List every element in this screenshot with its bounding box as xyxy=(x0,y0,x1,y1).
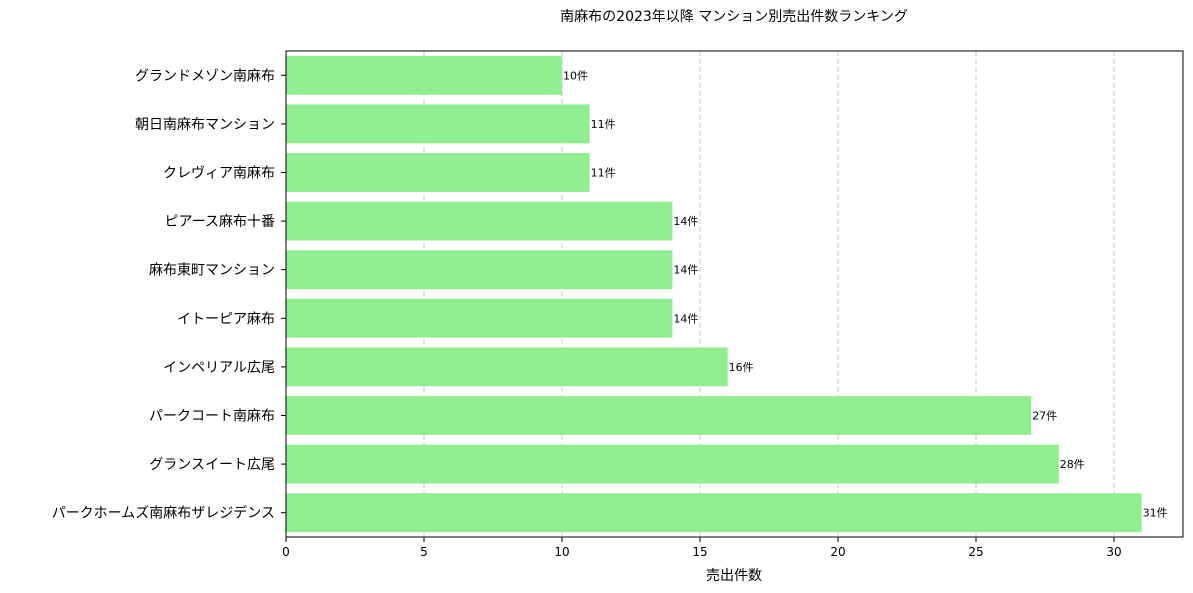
bar xyxy=(286,201,673,241)
bar xyxy=(286,444,1059,484)
x-tick-label: 15 xyxy=(692,545,707,559)
data-label: 16件 xyxy=(729,361,754,374)
bar xyxy=(286,55,562,95)
y-tick-label: グランドメゾン南麻布 xyxy=(135,68,275,84)
bars xyxy=(286,55,1142,533)
x-tick-label: 30 xyxy=(1106,545,1121,559)
data-label: 11件 xyxy=(591,167,616,180)
y-tick-label: 朝日南麻布マンション xyxy=(135,117,275,133)
y-tick-label: 麻布東町マンション xyxy=(149,263,275,279)
y-tick-label: パークホームズ南麻布ザレジデンス xyxy=(52,505,275,522)
x-tick-label: 0 xyxy=(282,545,290,559)
y-tick-label: インペリアル広尾 xyxy=(163,360,275,376)
data-label: 27件 xyxy=(1032,410,1057,423)
bar xyxy=(286,493,1142,533)
data-labels: 10件 11件 11件 14件 14件 14件 16件 27件 28件 31件 xyxy=(563,69,1168,519)
y-tick-label: パークコート南麻布 xyxy=(149,409,275,425)
y-tick-label: ピアース麻布十番 xyxy=(165,214,275,230)
data-label: 14件 xyxy=(673,264,698,277)
x-tick-label: 10 xyxy=(554,545,569,559)
x-tick-label: 20 xyxy=(830,545,845,559)
y-axis-ticks: グランドメゾン南麻布朝日南麻布マンションクレヴィア南麻布ピアース麻布十番麻布東町… xyxy=(52,68,286,522)
x-tick-label: 25 xyxy=(968,545,983,559)
data-label: 31件 xyxy=(1143,507,1168,520)
bar xyxy=(286,104,590,144)
x-axis-ticks: 0 5 10 15 20 25 30 xyxy=(282,537,1122,559)
bar xyxy=(286,396,1032,435)
data-label: 28件 xyxy=(1060,458,1085,471)
data-label: 14件 xyxy=(673,312,698,325)
bar xyxy=(286,347,728,387)
data-label: 10件 xyxy=(563,69,588,82)
chart-title: 南麻布の2023年以降 マンション別売出件数ランキング xyxy=(560,9,908,25)
data-label: 14件 xyxy=(673,215,698,228)
y-tick-label: グランスイート広尾 xyxy=(149,457,275,473)
y-tick-label: イトーピア麻布 xyxy=(177,311,275,327)
bar xyxy=(286,250,673,290)
bar xyxy=(286,298,673,338)
bar xyxy=(286,153,590,192)
x-tick-label: 5 xyxy=(420,545,428,559)
plot-frame xyxy=(285,50,1184,538)
y-tick-label: クレヴィア南麻布 xyxy=(163,165,275,182)
data-label: 11件 xyxy=(591,118,616,131)
x-axis-label: 売出件数 xyxy=(706,568,762,584)
